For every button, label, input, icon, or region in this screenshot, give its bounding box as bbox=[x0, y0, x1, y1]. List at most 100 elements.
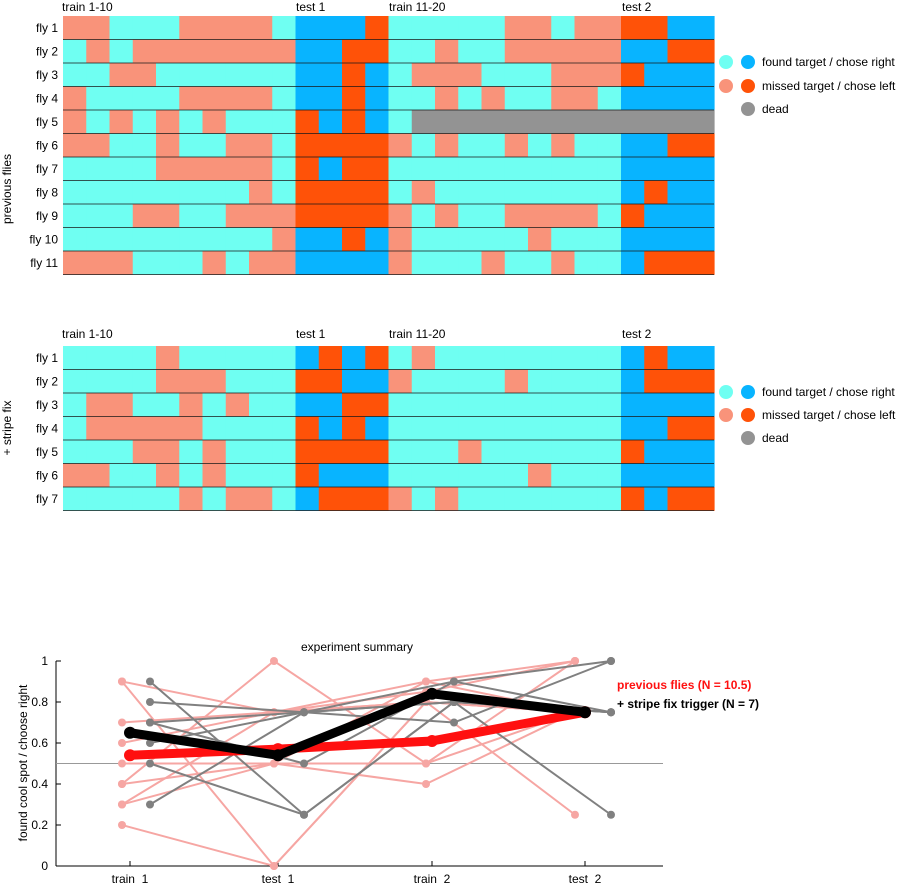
trial-cell bbox=[528, 227, 552, 252]
trial-cell bbox=[342, 251, 366, 275]
trial-cell bbox=[179, 487, 204, 511]
stripe-mean-point bbox=[426, 687, 438, 700]
trial-cell bbox=[156, 204, 180, 228]
trial-cell bbox=[667, 16, 692, 40]
trial-cell bbox=[597, 251, 622, 275]
trial-cell bbox=[458, 204, 483, 228]
x-ticks: train_1 test_1 train_2 test_2 bbox=[112, 861, 602, 884]
trial-cell bbox=[435, 440, 459, 464]
trial-cell bbox=[318, 110, 343, 134]
trial-cell bbox=[621, 251, 645, 275]
legend-dead-marker bbox=[741, 102, 755, 116]
group-label-stripe-fix: + stripe fix bbox=[0, 400, 14, 455]
trial-cell bbox=[504, 416, 529, 441]
trial-cell bbox=[86, 251, 111, 275]
trial-cell bbox=[132, 180, 157, 205]
trial-cell bbox=[528, 86, 552, 111]
fly-label: fly 7 bbox=[36, 162, 58, 176]
trial-cell bbox=[63, 393, 87, 417]
trial-cell bbox=[202, 157, 227, 181]
trial-cell bbox=[690, 463, 715, 488]
trial-cell bbox=[388, 180, 413, 205]
trial-cell bbox=[132, 157, 157, 181]
trial-cell bbox=[63, 86, 87, 111]
trial-cell bbox=[249, 63, 273, 87]
trial-cell bbox=[365, 416, 390, 441]
trial-cell bbox=[551, 16, 576, 40]
trial-cell bbox=[202, 110, 227, 134]
trial-cell bbox=[365, 16, 390, 40]
trial-cell bbox=[667, 369, 692, 394]
trial-cell bbox=[690, 180, 715, 205]
trial-cell bbox=[109, 16, 134, 40]
trial-cell bbox=[411, 487, 436, 511]
prev-mean-line bbox=[129, 707, 586, 760]
trial-cell bbox=[597, 346, 622, 370]
trial-cell bbox=[132, 86, 157, 111]
trial-cell bbox=[272, 416, 297, 441]
x-tick-label: test_1 bbox=[262, 872, 295, 884]
trial-cell bbox=[388, 346, 413, 370]
trial-cell bbox=[411, 393, 436, 417]
trial-cell bbox=[202, 251, 227, 275]
prev-fly-point bbox=[118, 800, 126, 809]
trial-cell bbox=[644, 487, 669, 511]
trial-cell bbox=[458, 39, 483, 64]
stripe-fly-point bbox=[607, 810, 615, 819]
trial-cell bbox=[63, 487, 87, 511]
trial-cell bbox=[528, 63, 552, 87]
legend-prev-flies: previous flies (N = 10.5) bbox=[617, 678, 751, 692]
trial-cell bbox=[574, 369, 599, 394]
trial-cell bbox=[621, 39, 645, 64]
trial-cell bbox=[411, 110, 436, 134]
section-label-train-1-10: train 1-10 bbox=[62, 0, 113, 14]
trial-cell bbox=[597, 133, 622, 158]
trial-cell bbox=[179, 416, 204, 441]
trial-cell bbox=[132, 133, 157, 158]
trial-cell bbox=[249, 16, 273, 40]
stripe-fly-point bbox=[450, 718, 458, 727]
y-tick-label: 0.4 bbox=[31, 777, 48, 791]
trial-cell bbox=[388, 251, 413, 275]
trial-cell bbox=[435, 157, 459, 181]
trial-cell bbox=[179, 110, 204, 134]
trial-cell bbox=[179, 440, 204, 464]
trial-cell bbox=[342, 157, 366, 181]
trial-cell bbox=[63, 251, 87, 275]
trial-cell bbox=[318, 204, 343, 228]
fly-labels: fly 1 fly 2 fly 3 fly 4 fly 5 fly 6 fly 7 bbox=[36, 351, 58, 506]
trial-cell bbox=[504, 16, 529, 40]
trial-cell bbox=[528, 133, 552, 158]
prev-fly-point bbox=[118, 821, 126, 829]
trial-cell bbox=[667, 63, 692, 87]
legend-found-train-marker bbox=[719, 55, 733, 69]
fly-label: fly 11 bbox=[30, 256, 58, 270]
trial-cell bbox=[225, 86, 250, 111]
trial-cell bbox=[109, 369, 134, 394]
trial-cell bbox=[63, 369, 87, 394]
trial-cell bbox=[86, 16, 111, 40]
trial-cell bbox=[458, 180, 483, 205]
trial-cell bbox=[481, 416, 506, 441]
trial-cell bbox=[574, 416, 599, 441]
trial-cell bbox=[342, 487, 366, 511]
trial-cell bbox=[551, 369, 576, 394]
trial-cell bbox=[202, 133, 227, 158]
trial-cell bbox=[458, 110, 483, 134]
trial-cell bbox=[528, 39, 552, 64]
trial-cell bbox=[481, 251, 506, 275]
trial-cell bbox=[156, 463, 180, 488]
prev-fly-point bbox=[422, 759, 430, 768]
trial-cell bbox=[528, 157, 552, 181]
trial-cell bbox=[551, 416, 576, 441]
trial-cell bbox=[295, 63, 320, 87]
trial-cell bbox=[272, 157, 297, 181]
trial-cell bbox=[272, 110, 297, 134]
prev-fly-point bbox=[270, 657, 278, 665]
trial-cell bbox=[690, 157, 715, 181]
trial-cell bbox=[318, 369, 343, 394]
trial-cell bbox=[481, 39, 506, 64]
trial-cell bbox=[86, 416, 111, 441]
trial-cell bbox=[621, 63, 645, 87]
trial-cell bbox=[295, 227, 320, 252]
